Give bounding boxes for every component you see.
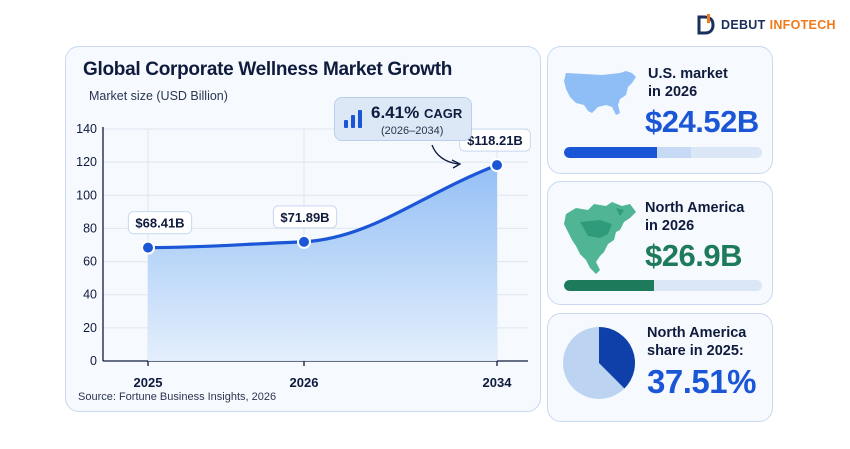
cagr-label: CAGR xyxy=(423,106,463,121)
data-point xyxy=(297,234,311,249)
data-label: $118.21B xyxy=(467,133,523,148)
share-label-line2: share in 2025: xyxy=(647,343,744,359)
na-label-line2: in 2026 xyxy=(645,218,695,234)
x-tick-label: 2034 xyxy=(483,375,513,390)
y-tick-label: 80 xyxy=(83,221,97,235)
chart-subtitle: Market size (USD Billion) xyxy=(89,89,228,103)
data-label-bg xyxy=(127,211,193,235)
chart-title: Global Corporate Wellness Market Growth xyxy=(83,59,453,80)
pie-chart-icon xyxy=(563,327,635,399)
y-tick-label: 0 xyxy=(90,354,97,368)
brand-logo-icon xyxy=(697,14,715,35)
data-point xyxy=(141,240,155,255)
area-chart: 0 20 40 60 80 100 120 140 $68.41B $71.89B $118.21B… xyxy=(76,122,531,390)
y-tick-label: 100 xyxy=(76,188,97,202)
na-progress-bar xyxy=(564,280,762,291)
y-tick-label: 120 xyxy=(76,155,97,169)
share-value: 37.51% xyxy=(647,363,756,400)
y-tick-label: 40 xyxy=(83,288,97,302)
share-card: North America share in 2025: 37.51% xyxy=(547,313,773,422)
us-label: U.S. market in 2026 xyxy=(648,65,728,101)
us-label-line2: in 2026 xyxy=(648,84,698,100)
north-america-card: North America in 2026 $26.9B xyxy=(547,181,773,305)
x-tick-label: 2026 xyxy=(290,375,319,390)
cagr-range: (2026–2034) xyxy=(381,125,444,137)
usa-map-icon xyxy=(564,71,636,115)
brand-name-part2: INFOTECH xyxy=(769,18,836,32)
data-label: $68.41B xyxy=(135,216,184,231)
source-note: Source: Fortune Business Insights, 2026 xyxy=(78,391,277,403)
na-value: $26.9B xyxy=(645,238,742,273)
us-label-line1: U.S. market xyxy=(648,66,728,82)
cagr-value: 6.41% xyxy=(371,103,420,122)
y-tick-label: 20 xyxy=(83,321,97,335)
us-market-card: U.S. market in 2026 $24.52B xyxy=(547,46,773,174)
pie-slice-north-america xyxy=(599,327,635,389)
area-fill xyxy=(148,165,497,361)
cagr-arrow xyxy=(431,144,459,165)
cagr-arrowhead xyxy=(451,159,462,169)
brand-logo-block: DEBUT INFOTECH xyxy=(696,12,836,38)
us-value: $24.52B xyxy=(645,104,759,139)
share-label: North America share in 2025: xyxy=(647,324,746,360)
brand-name-part1: DEBUT xyxy=(721,18,766,32)
share-label-line1: North America xyxy=(647,325,747,341)
cagr-callout: 6.41% CAGR (2026–2034) xyxy=(334,97,472,141)
data-point xyxy=(490,158,504,173)
na-label-line1: North America xyxy=(645,200,745,216)
x-tick-label: 2025 xyxy=(134,375,163,390)
north-america-map-icon xyxy=(564,202,636,274)
us-progress-fill xyxy=(564,147,658,158)
y-tick-label: 60 xyxy=(83,255,97,269)
data-label: $71.89B xyxy=(280,210,329,225)
na-progress-fill xyxy=(564,280,655,291)
brand-name: DEBUT INFOTECH xyxy=(721,18,836,32)
bar-chart-icon xyxy=(344,110,362,128)
na-label: North America in 2026 xyxy=(645,199,744,235)
chart-card: Global Corporate Wellness Market Growth … xyxy=(65,46,541,412)
data-label-bg xyxy=(272,205,338,229)
y-tick-label: 140 xyxy=(76,122,97,136)
us-progress-bar xyxy=(564,147,762,158)
us-progress-secondary xyxy=(657,147,692,158)
cagr-value-line: 6.41% CAGR xyxy=(371,103,462,123)
